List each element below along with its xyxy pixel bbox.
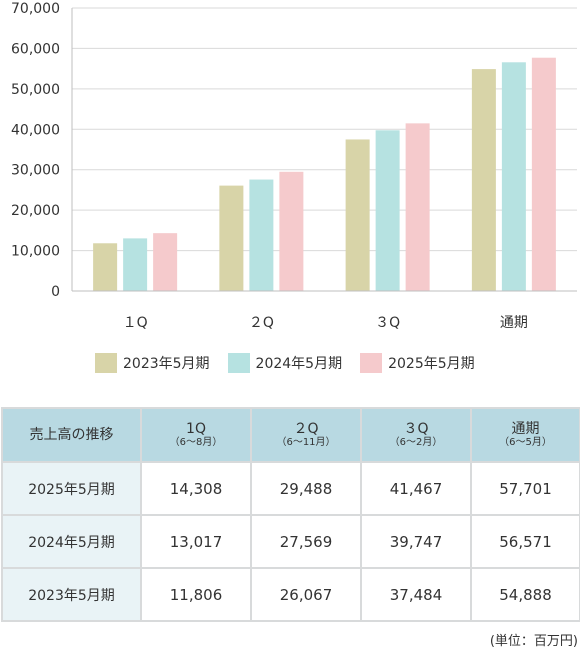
chart-bars (93, 57, 556, 291)
column-header-3q: ３Q （6～2月） (360, 407, 472, 463)
table-row: 2025年5月期 14,308 29,488 41,467 57,701 (1, 461, 580, 516)
y-tick-label: 20,000 (11, 203, 60, 219)
sales-bar-chart: 0 10,000 20,000 30,000 40,000 50,000 60,000 70,… (11, 1, 577, 331)
table-cell: 11,806 (140, 567, 252, 622)
legend-item-2023: 2023年5月期 (95, 353, 210, 373)
bar (345, 139, 370, 291)
column-header-2q: ２Q （6～11月） (250, 407, 362, 463)
row-header: 2025年5月期 (1, 461, 142, 516)
table-cell: 57,701 (470, 461, 580, 516)
column-header-period: （6～5月） (499, 436, 552, 448)
y-axis-tick-labels: 0 10,000 20,000 30,000 40,000 50,000 60,000 70,… (11, 1, 60, 300)
bar (123, 238, 148, 291)
legend-swatch-2024 (227, 353, 250, 373)
bar (153, 233, 178, 291)
bar (249, 179, 274, 291)
row-header: 2024年5月期 (1, 514, 142, 569)
table-cell: 26,067 (250, 567, 362, 622)
bar (93, 243, 118, 291)
table-cell: 54,888 (470, 567, 580, 622)
table-cell: 27,569 (250, 514, 362, 569)
column-header-period: （6～8月） (169, 436, 223, 448)
column-header-period: （6～11月） (276, 436, 336, 448)
chart-gridlines (72, 7, 577, 252)
row-header: 2023年5月期 (1, 567, 142, 622)
column-header-label: 通期 (511, 420, 540, 437)
chart-legend: 2023年5月期 2024年5月期 2025年5月期 (95, 351, 475, 375)
x-tick-label: ３Q (375, 315, 400, 331)
table-row: 2024年5月期 13,017 27,569 39,747 56,571 (1, 514, 580, 569)
column-header-label: ２Q (293, 420, 319, 437)
x-tick-label: 通期 (500, 315, 528, 331)
legend-swatch-2025 (360, 353, 383, 373)
column-header-1q: 1Q （6～8月） (140, 407, 252, 463)
y-tick-label: 50,000 (11, 82, 60, 98)
column-header-label: 1Q (186, 420, 206, 437)
table-cell: 14,308 (140, 461, 252, 516)
bar (279, 171, 304, 291)
y-tick-label: 30,000 (11, 163, 60, 179)
table-cell: 13,017 (140, 514, 252, 569)
x-axis-tick-labels: １Q ２Q ３Q 通期 (123, 315, 528, 331)
table-cell: 39,747 (360, 514, 472, 569)
column-header-label: ３Q (403, 420, 429, 437)
table-cell: 56,571 (470, 514, 580, 569)
legend-item-2024: 2024年5月期 (227, 353, 343, 373)
table-cell: 29,488 (250, 461, 362, 516)
table-corner-header: 売上高の推移 (1, 407, 142, 463)
table-cell: 41,467 (360, 461, 472, 516)
y-tick-label: 0 (51, 284, 60, 300)
y-tick-label: 60,000 (11, 41, 60, 57)
sales-table: 売上高の推移 1Q （6～8月） ２Q （6～11月） ３Q （6～2月） 通期 （6～… (1, 407, 580, 622)
y-tick-label: 40,000 (11, 122, 60, 138)
bar (219, 185, 244, 291)
y-tick-label: 70,000 (11, 1, 60, 17)
unit-note: (単位：百万円) (489, 634, 578, 649)
legend-label-2023: 2023年5月期 (123, 356, 210, 372)
legend-item-2025: 2025年5月期 (360, 353, 475, 373)
x-tick-label: ２Q (249, 315, 274, 331)
bar (531, 57, 556, 291)
y-tick-label: 10,000 (11, 244, 60, 260)
legend-swatch-2023 (95, 353, 117, 373)
column-header-period: （6～2月） (389, 436, 443, 448)
legend-label-2025: 2025年5月期 (388, 356, 475, 372)
bar (405, 123, 430, 291)
table-header-row: 売上高の推移 1Q （6～8月） ２Q （6～11月） ３Q （6～2月） 通期 （6～… (1, 407, 580, 463)
x-tick-label: １Q (123, 315, 148, 331)
legend-label-2024: 2024年5月期 (255, 356, 343, 372)
bar (501, 62, 526, 291)
bar (375, 130, 400, 291)
table-cell: 37,484 (360, 567, 472, 622)
bar (471, 69, 496, 291)
table-row: 2023年5月期 11,806 26,067 37,484 54,888 (1, 567, 580, 622)
column-header-full-year: 通期 （6～5月） (470, 407, 580, 463)
